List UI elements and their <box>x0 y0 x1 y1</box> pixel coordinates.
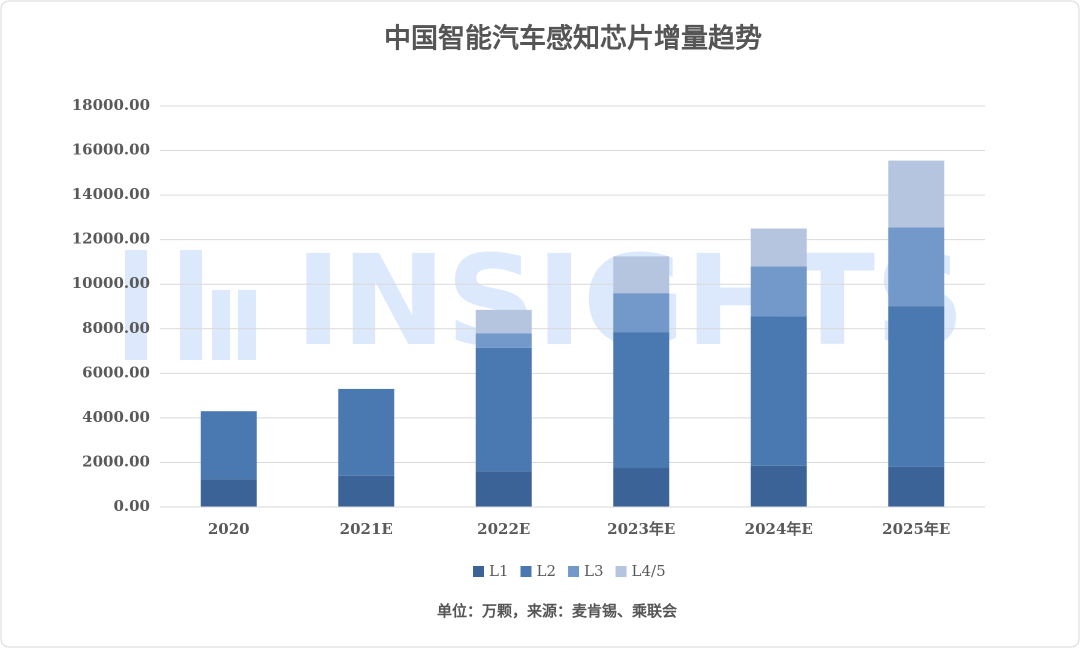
legend-swatch <box>568 566 580 577</box>
bar-segment <box>200 479 257 507</box>
chart-title: 中国智能汽车感知芯片增量趋势 <box>384 23 762 55</box>
y-tick-label: 8000.00 <box>82 319 150 337</box>
watermark-logo <box>125 250 256 360</box>
legend-label: L1 <box>489 562 509 580</box>
y-tick-label: 10000.00 <box>72 274 150 292</box>
bar-segment <box>888 306 945 467</box>
bar-segment <box>888 466 945 507</box>
bar-segment <box>338 388 395 476</box>
bar-segment <box>613 293 670 333</box>
x-tick-label: 2020 <box>208 520 250 538</box>
x-tick-label: 2025年E <box>882 520 950 538</box>
bar-segment <box>338 475 395 507</box>
x-tick-label: 2024年E <box>745 520 813 538</box>
x-tick-label: 2022E <box>477 520 530 538</box>
note: 单位：万颗，来源：麦肯锡、乘联会 <box>437 602 677 620</box>
legend-label: L3 <box>584 562 604 580</box>
legend-label: L2 <box>537 562 557 580</box>
bar-segment <box>888 227 945 307</box>
bar-segment <box>475 333 532 348</box>
y-tick-label: 16000.00 <box>72 141 150 159</box>
bar-segment <box>200 411 257 480</box>
bar-segment <box>475 471 532 507</box>
y-tick-label: 14000.00 <box>72 185 150 203</box>
bar-segment <box>750 266 807 317</box>
y-tick-label: 4000.00 <box>82 408 150 426</box>
y-tick-label: 12000.00 <box>72 230 150 248</box>
bar-segment <box>888 160 945 228</box>
y-tick-label: 6000.00 <box>82 363 150 381</box>
y-tick-label: 0.00 <box>113 497 150 515</box>
legend-swatch <box>615 566 627 577</box>
y-tick-label: 2000.00 <box>82 452 150 470</box>
legend-swatch <box>473 566 484 577</box>
bar-segment <box>475 309 532 334</box>
bar-segment <box>613 332 670 469</box>
bar-segment <box>613 468 670 507</box>
y-tick-label: 18000.00 <box>72 96 150 114</box>
bar-segment <box>613 256 670 294</box>
bar-segment <box>750 316 807 466</box>
x-tick-label: 2021E <box>340 520 393 538</box>
bar-segment <box>475 347 532 472</box>
bar-segment <box>750 465 807 507</box>
bar-segment <box>750 228 807 267</box>
legend-swatch <box>520 566 532 577</box>
legend-label: L4/5 <box>632 562 666 580</box>
x-tick-label: 2023年E <box>607 520 675 538</box>
